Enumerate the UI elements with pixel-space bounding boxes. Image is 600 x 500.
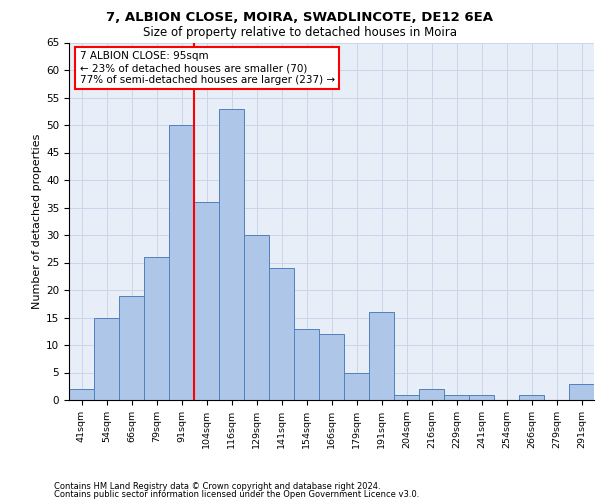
Bar bbox=[169, 125, 194, 400]
Bar bbox=[244, 235, 269, 400]
Bar bbox=[444, 394, 469, 400]
Bar bbox=[69, 389, 94, 400]
Bar bbox=[469, 394, 494, 400]
Text: Contains HM Land Registry data © Crown copyright and database right 2024.: Contains HM Land Registry data © Crown c… bbox=[54, 482, 380, 491]
Y-axis label: Number of detached properties: Number of detached properties bbox=[32, 134, 42, 309]
Bar bbox=[269, 268, 294, 400]
Text: Contains public sector information licensed under the Open Government Licence v3: Contains public sector information licen… bbox=[54, 490, 419, 499]
Bar bbox=[569, 384, 594, 400]
Bar bbox=[194, 202, 219, 400]
Bar bbox=[94, 318, 119, 400]
Bar bbox=[144, 257, 169, 400]
Bar bbox=[369, 312, 394, 400]
Bar bbox=[219, 108, 244, 400]
Bar bbox=[519, 394, 544, 400]
Bar bbox=[419, 389, 444, 400]
Bar bbox=[294, 328, 319, 400]
Text: Size of property relative to detached houses in Moira: Size of property relative to detached ho… bbox=[143, 26, 457, 39]
Text: 7 ALBION CLOSE: 95sqm
← 23% of detached houses are smaller (70)
77% of semi-deta: 7 ALBION CLOSE: 95sqm ← 23% of detached … bbox=[79, 52, 335, 84]
Bar bbox=[344, 372, 369, 400]
Bar bbox=[119, 296, 144, 400]
Text: 7, ALBION CLOSE, MOIRA, SWADLINCOTE, DE12 6EA: 7, ALBION CLOSE, MOIRA, SWADLINCOTE, DE1… bbox=[107, 11, 493, 24]
Bar bbox=[319, 334, 344, 400]
Bar bbox=[394, 394, 419, 400]
